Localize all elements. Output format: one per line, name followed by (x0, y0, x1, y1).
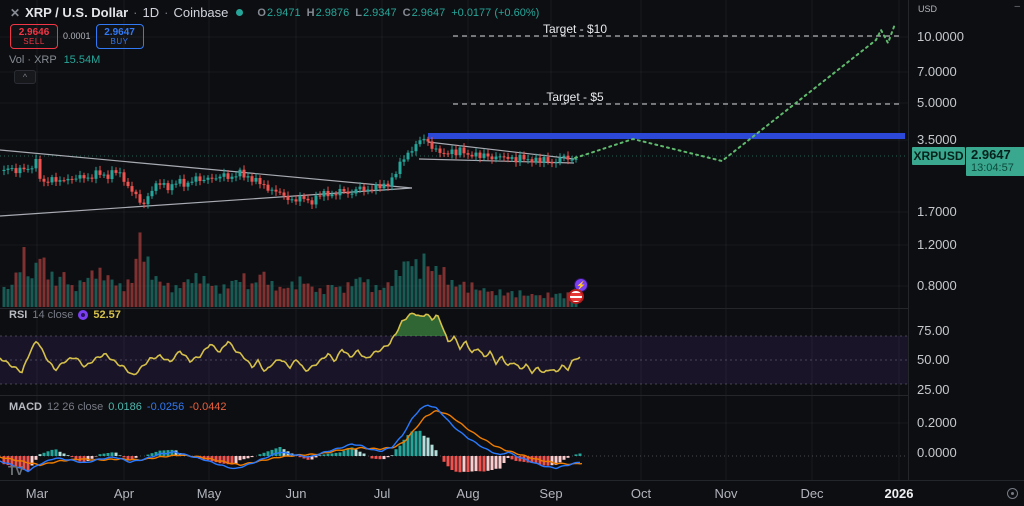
separator: · (164, 5, 169, 20)
time-scale-label[interactable]: Mar (25, 486, 49, 501)
time-scale-label[interactable]: Sep (539, 486, 563, 501)
sell-button[interactable]: 2.9646 SELL (10, 24, 58, 49)
sell-label: SELL (23, 37, 45, 46)
scale-settings-icon[interactable] (1007, 488, 1018, 499)
time-scale-label[interactable]: Apr (113, 486, 135, 501)
change-value: +0.0177 (+0.60%) (451, 6, 540, 19)
current-price-value: 2.9647 (971, 147, 1011, 162)
time-scale-label[interactable]: 2026 (884, 486, 914, 501)
rsi-scale-label[interactable]: 75.00 (917, 323, 950, 338)
macd-signal-value: -0.0442 (189, 401, 227, 413)
time-scale-label[interactable]: Dec (800, 486, 824, 501)
symbol-x-icon[interactable]: ✕ (10, 5, 21, 20)
rsi-name[interactable]: RSI (9, 309, 28, 321)
collapse-panel-button[interactable]: ^ (14, 70, 36, 84)
pane-separator[interactable] (0, 308, 1024, 309)
high-value: H2.9876 (306, 6, 350, 19)
minimize-icon[interactable]: – (1014, 1, 1020, 12)
striped-event-icon[interactable] (568, 289, 584, 304)
open-value: O2.9471 (257, 6, 301, 19)
interval-selector[interactable]: 1D (142, 5, 160, 20)
tradingview-logo[interactable]: TV (8, 463, 24, 478)
price-scale[interactable]: USD – XRPUSD 2.9647 13:04:57 10.0000 7.00… (908, 0, 1024, 480)
time-scale-label[interactable]: Aug (456, 486, 480, 501)
rsi-scale-label[interactable]: 25.00 (917, 382, 950, 397)
time-scale-label[interactable]: Oct (630, 486, 652, 501)
buy-label: BUY (110, 37, 129, 46)
current-price-label: 2.9647 13:04:57 (966, 147, 1024, 176)
macd-scale-label[interactable]: 0.0000 (917, 445, 957, 460)
symbol-price-tag: XRPUSD (912, 147, 965, 165)
macd-pane-title: MACD 12 26 close 0.0186 -0.0256 -0.0442 (9, 401, 227, 413)
currency-selector[interactable]: USD (918, 4, 938, 14)
rsi-value: 52.57 (93, 309, 121, 321)
rsi-scale-label[interactable]: 50.00 (917, 352, 950, 367)
market-status-icon[interactable] (236, 9, 244, 16)
volume-label[interactable]: Vol · XRP (9, 54, 57, 66)
volume-value: 15.54M (63, 54, 101, 66)
sell-price: 2.9646 (18, 27, 50, 38)
price-scale-label[interactable]: 1.7000 (917, 204, 957, 219)
rsi-pane-title: RSI 14 close 52.57 (9, 309, 121, 321)
symbol-name[interactable]: XRP / U.S. Dollar (25, 5, 129, 20)
price-scale-label[interactable]: 3.5000 (917, 132, 957, 147)
chart-canvas[interactable] (0, 0, 908, 480)
volume-indicator-row: Vol · XRP 15.54M (9, 54, 100, 66)
macd-scale-label[interactable]: 0.2000 (917, 415, 957, 430)
price-scale-label[interactable]: 10.0000 (917, 29, 964, 44)
time-scale[interactable]: Mar Apr May Jun Jul Aug Sep Oct Nov Dec 2026 (0, 481, 1024, 506)
separator: · (133, 5, 138, 20)
macd-params: 12 26 close (47, 401, 104, 413)
spread-value: 0.0001 (63, 31, 91, 42)
target-10-label[interactable]: Target - $10 (542, 22, 608, 36)
macd-name[interactable]: MACD (9, 401, 42, 413)
macd-line-value: -0.0256 (146, 401, 185, 413)
pane-separator (0, 480, 1024, 481)
macd-hist-value: 0.0186 (108, 401, 142, 413)
time-scale-label[interactable]: May (196, 486, 222, 501)
price-scale-label[interactable]: 5.0000 (917, 95, 957, 110)
symbol-header: ✕ XRP / U.S. Dollar · 1D · Coinbase O2.9… (10, 5, 539, 20)
price-scale-label[interactable]: 1.2000 (917, 237, 957, 252)
target-5-label[interactable]: Target - $5 (546, 90, 604, 104)
low-value: L2.9347 (355, 6, 397, 19)
rsi-source-icon[interactable] (78, 310, 89, 320)
time-scale-label[interactable]: Nov (714, 486, 738, 501)
time-scale-label[interactable]: Jun (285, 486, 307, 501)
close-value: C2.9647 (402, 6, 446, 19)
price-scale-label[interactable]: 7.0000 (917, 64, 957, 79)
trade-buttons: 2.9646 SELL 0.0001 2.9647 BUY (10, 24, 144, 49)
price-scale-label[interactable]: 0.8000 (917, 278, 957, 293)
bar-countdown: 13:04:57 (971, 162, 1014, 174)
exchange-name[interactable]: Coinbase (173, 5, 229, 20)
time-scale-label[interactable]: Jul (373, 486, 391, 501)
ohlc-values: O2.9471 H2.9876 L2.9347 C2.9647 +0.0177 … (257, 7, 539, 19)
rsi-params: 14 close (32, 309, 74, 321)
buy-price: 2.9647 (104, 27, 135, 38)
pane-separator[interactable] (0, 395, 1024, 396)
buy-button[interactable]: 2.9647 BUY (95, 24, 144, 49)
